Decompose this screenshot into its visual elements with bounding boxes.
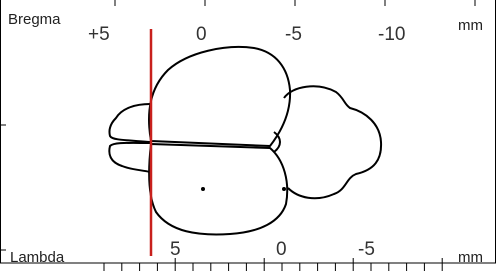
olfactory-upper xyxy=(109,104,150,142)
top-ruler-ticks xyxy=(115,0,475,6)
ruler-tick-label: 0 xyxy=(196,24,207,45)
ruler-label: Bregma xyxy=(8,11,61,28)
ruler-label: Lambda xyxy=(10,249,65,266)
midbrain xyxy=(274,132,280,152)
ruler-tick-label: -5 xyxy=(358,239,375,260)
ruler-tick-label: 5 xyxy=(170,239,181,260)
ruler-unit: mm xyxy=(458,17,483,34)
cerebellum xyxy=(284,86,381,198)
olfactory-lower xyxy=(109,143,150,172)
hemisphere-upper xyxy=(149,47,290,146)
marker-dot xyxy=(282,187,286,191)
ruler-tick-label: -10 xyxy=(378,24,405,45)
ruler-tick-label: 0 xyxy=(276,239,287,260)
ruler-unit: mm xyxy=(458,249,483,266)
ruler-tick-label: -5 xyxy=(285,24,302,45)
ruler-tick-label: +5 xyxy=(88,24,110,45)
page: Bregma +5 0 -5 -10 mm Lambda 5 0 -5 mm (… xyxy=(0,0,497,271)
marker-dot xyxy=(201,187,205,191)
bottom-ruler-ticks xyxy=(104,258,442,271)
hemisphere-lower xyxy=(149,144,287,234)
frame xyxy=(1,0,496,263)
atlas-view: Bregma +5 0 -5 -10 mm Lambda 5 0 -5 mm xyxy=(0,0,497,271)
